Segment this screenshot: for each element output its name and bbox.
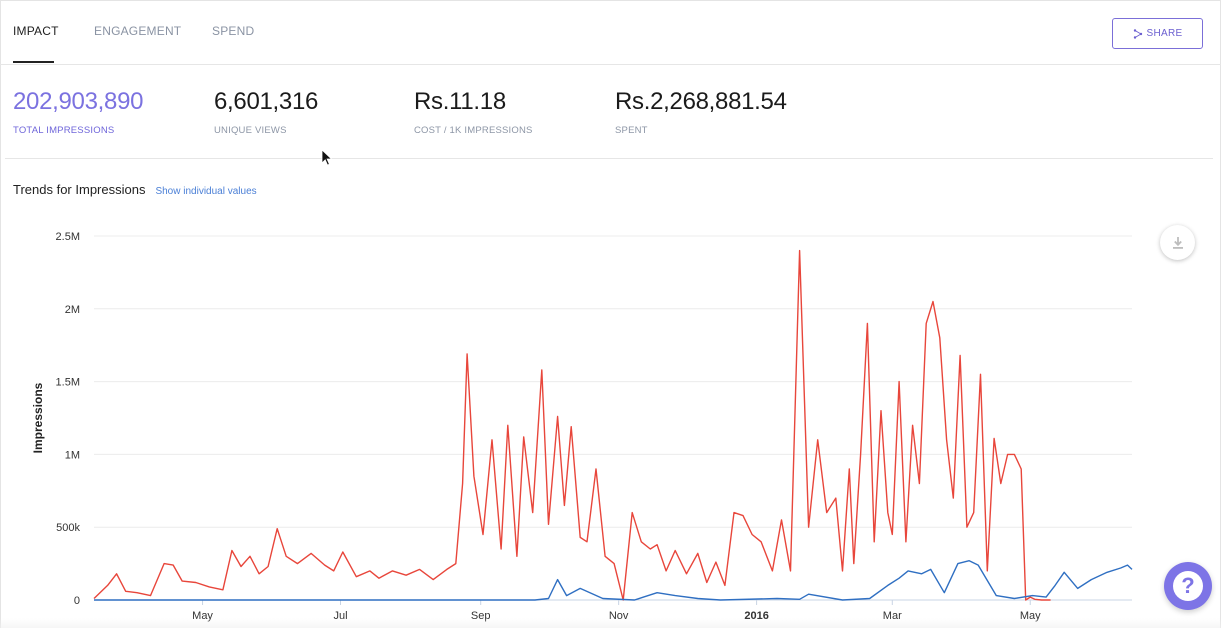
- y-axis-label: Impressions: [31, 382, 45, 453]
- stat-cost-per-1k: Rs.11.18 COST / 1K IMPRESSIONS: [414, 88, 533, 136]
- stats-row: 202,903,890 TOTAL IMPRESSIONS 6,601,316 …: [0, 66, 1221, 158]
- show-individual-values-link[interactable]: Show individual values: [155, 186, 257, 197]
- tab-bar: IMPACT ENGAGEMENT SPEND SHARE: [0, 0, 1221, 65]
- help-button[interactable]: ?: [1164, 562, 1212, 610]
- chart-header: Trends for Impressions Show individual v…: [13, 182, 257, 197]
- active-tab-indicator: [13, 61, 54, 63]
- y-tick-label: 2M: [65, 304, 80, 316]
- y-tick-label: 2.5M: [56, 231, 80, 243]
- chart-title: Trends for Impressions: [13, 182, 146, 197]
- stat-label: UNIQUE VIEWS: [214, 125, 287, 136]
- stat-unique-views: 6,601,316 UNIQUE VIEWS: [214, 88, 318, 136]
- help-icon: ?: [1173, 571, 1203, 601]
- y-tick-label: 1.5M: [56, 377, 80, 389]
- share-label: SHARE: [1146, 28, 1183, 39]
- share-icon: [1133, 28, 1142, 39]
- stat-value: 6,601,316: [214, 88, 319, 115]
- bottom-fade: [0, 618, 1221, 628]
- stat-value: Rs.2,268,881.54: [615, 88, 787, 115]
- stat-value: 202,903,890: [13, 88, 144, 115]
- stat-label: TOTAL IMPRESSIONS: [13, 125, 115, 136]
- mouse-cursor-icon: [321, 149, 333, 166]
- series-line-blue: [94, 560, 1133, 601]
- section-divider: [5, 158, 1213, 159]
- stat-label: SPENT: [615, 125, 648, 136]
- stat-total-impressions: 202,903,890 TOTAL IMPRESSIONS: [13, 88, 143, 136]
- download-icon: [1172, 236, 1183, 249]
- share-button[interactable]: SHARE: [1112, 18, 1203, 49]
- download-button[interactable]: [1160, 225, 1195, 260]
- series-line-red: [93, 249, 1051, 601]
- stat-label: COST / 1K IMPRESSIONS: [414, 125, 533, 136]
- tab-impact[interactable]: IMPACT: [13, 24, 59, 38]
- tab-engagement[interactable]: ENGAGEMENT: [94, 24, 182, 38]
- impressions-chart: 0 500k 1M 1.5M 2M 2.5M May Jul Sep Nov 2016 Mar May I…: [0, 210, 1221, 628]
- stat-value: Rs.11.18: [414, 88, 506, 115]
- stat-spent: Rs.2,268,881.54 SPENT: [615, 88, 787, 136]
- y-tick-label: 500k: [56, 522, 80, 534]
- y-tick-label: 1M: [65, 449, 80, 461]
- tab-spend[interactable]: SPEND: [212, 24, 255, 38]
- y-tick-label: 0: [74, 595, 80, 607]
